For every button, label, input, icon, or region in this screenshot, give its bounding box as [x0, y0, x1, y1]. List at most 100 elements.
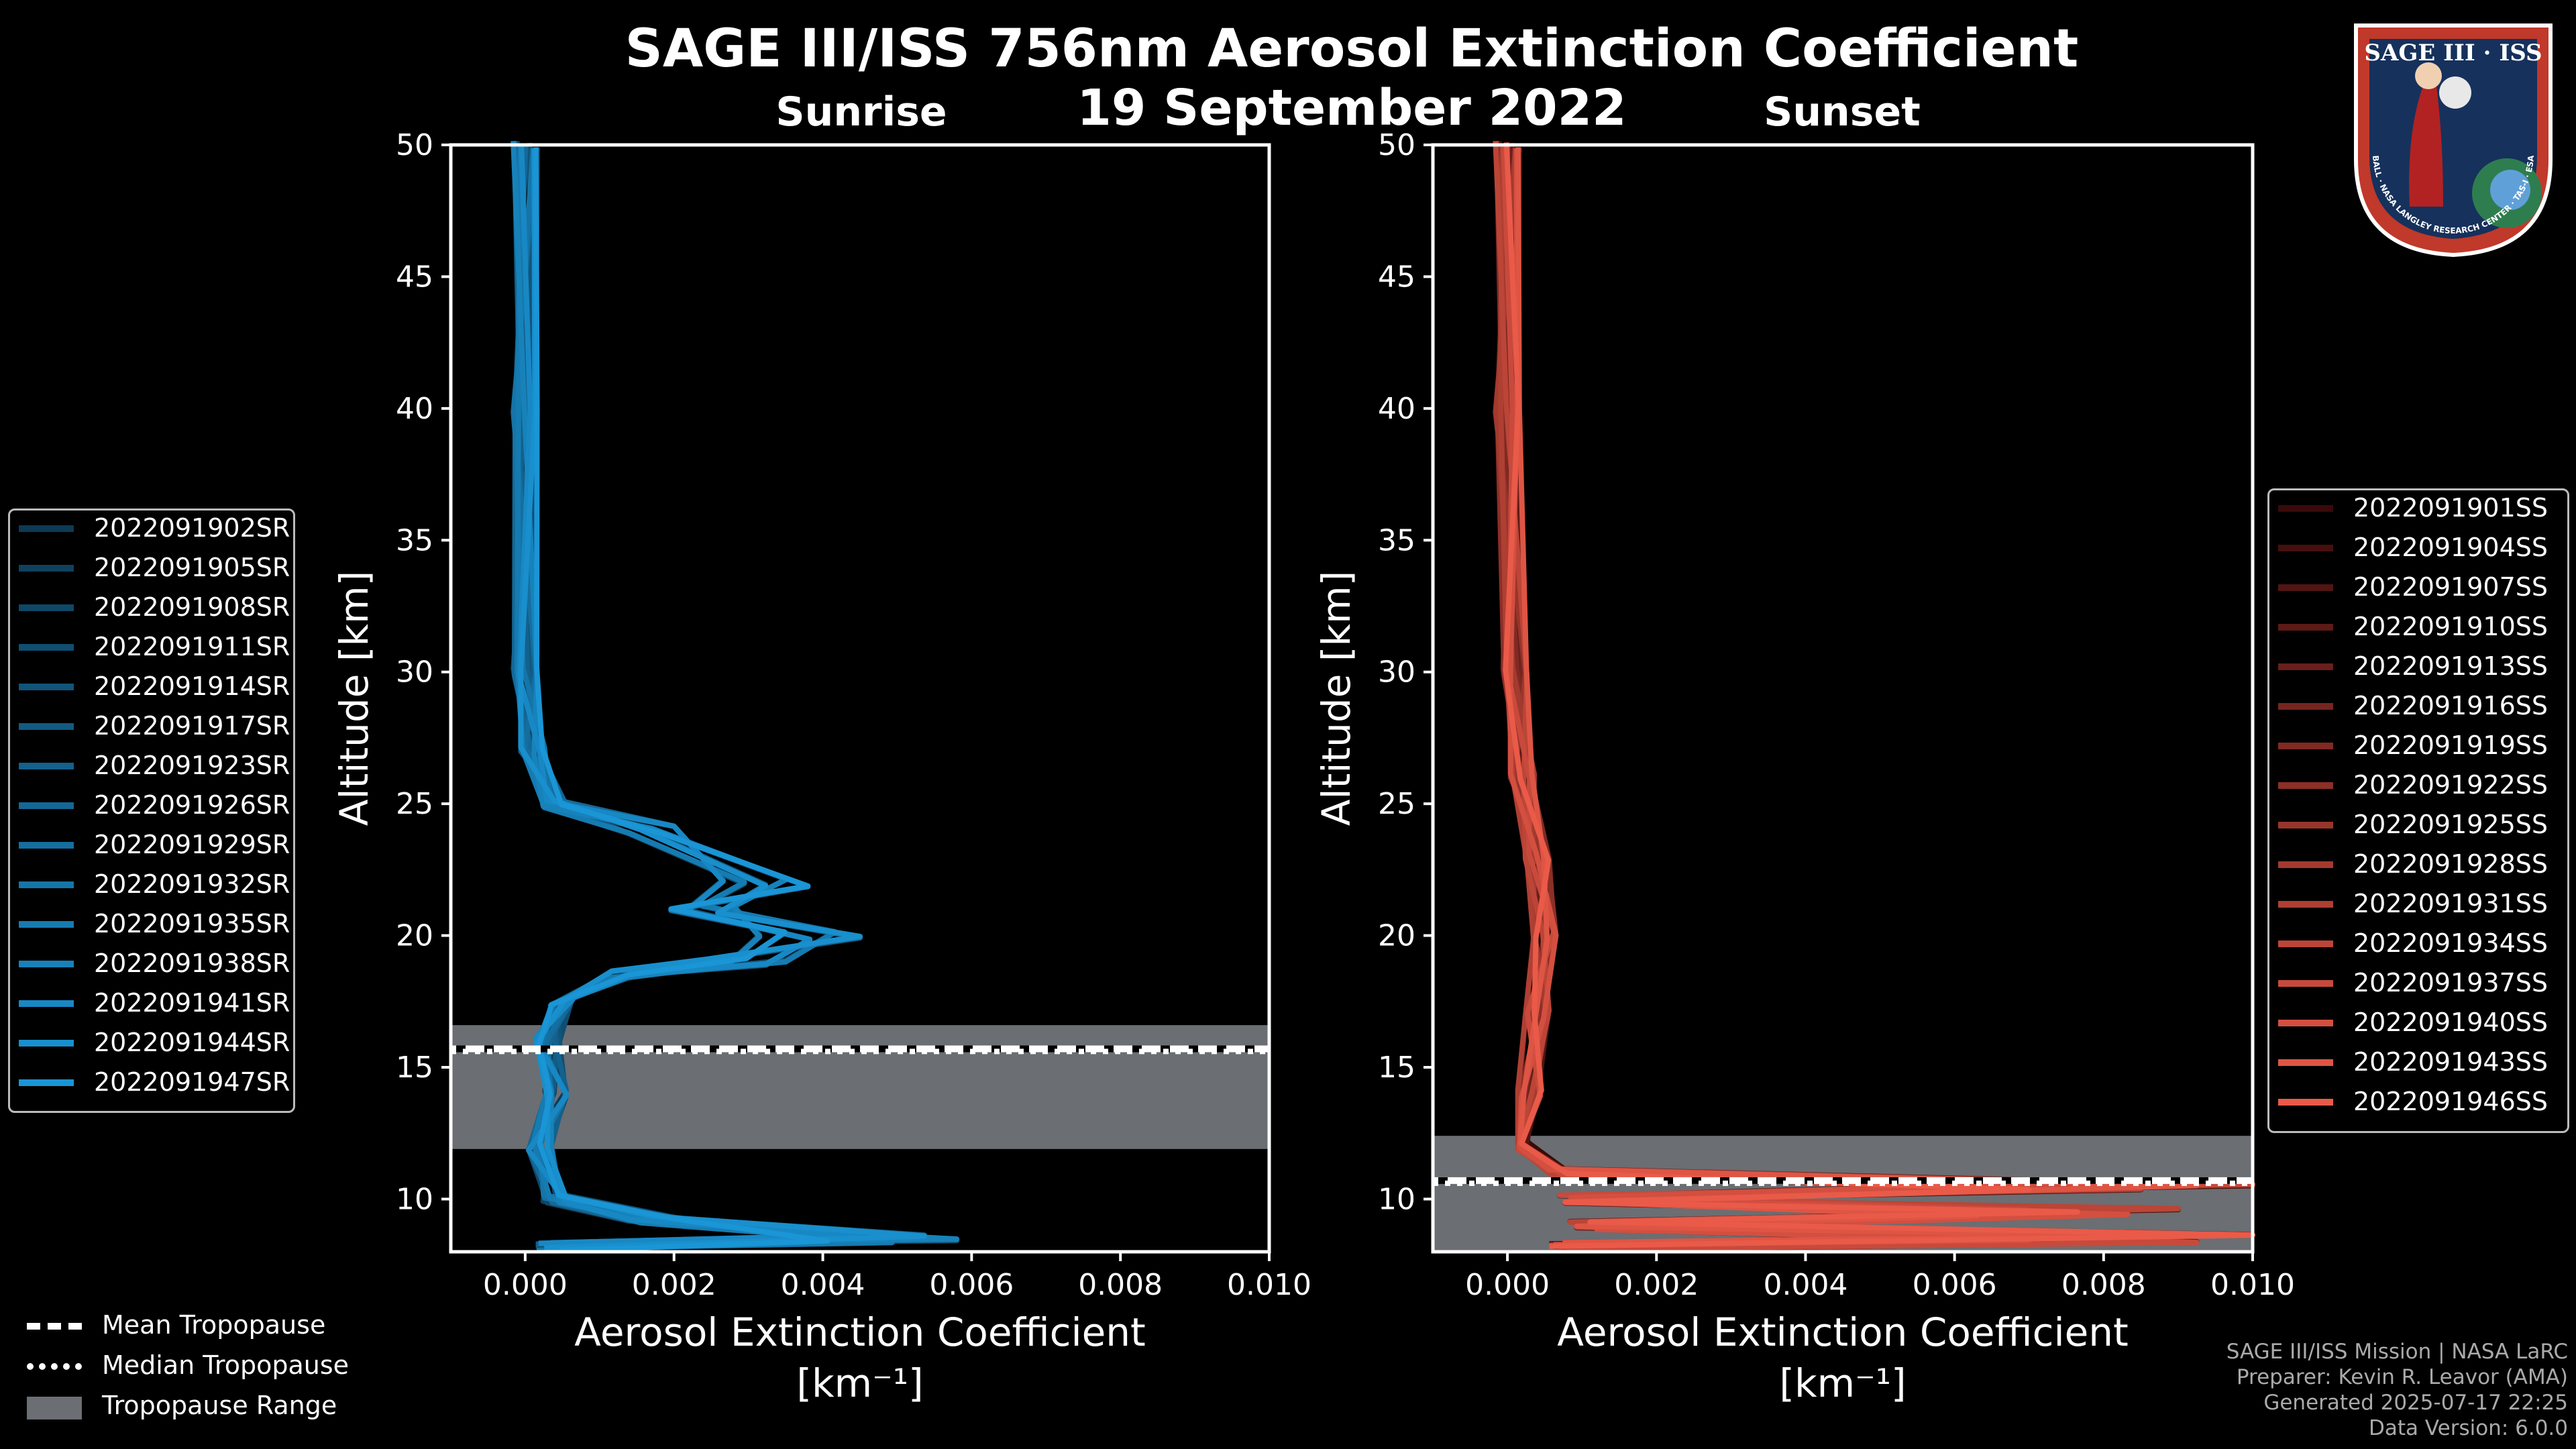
sunrise-ytick-label: 30 [396, 655, 433, 690]
sunrise-ytick-label: 40 [396, 392, 433, 426]
sunrise-legend-label: 2022091932SR [94, 869, 290, 899]
median-tropopause-label: Median Tropopause [102, 1350, 349, 1380]
sunrise-series-2022091947SR [533, 147, 830, 1254]
sunset-legend-swatch [2278, 822, 2333, 828]
sage-iii-iss-logo: SAGE III · ISS BALL · NASA LANGLEY RESEA… [2354, 23, 2553, 258]
sunset-legend-swatch [2278, 545, 2333, 551]
sunset-legend-swatch [2278, 861, 2333, 868]
sunrise-legend-swatch [19, 604, 74, 611]
sunrise-subtitle: Sunrise [775, 89, 947, 136]
sunset-legend-label: 2022091928SS [2353, 849, 2548, 879]
sunset-legend-label: 2022091937SS [2353, 968, 2548, 998]
sunset-legend-swatch [2278, 901, 2333, 908]
sunset-legend-label: 2022091901SS [2353, 493, 2548, 523]
sunset-series-2022091925SS [1493, 148, 2131, 1248]
sunrise-legend-swatch [19, 1000, 74, 1007]
sunset-legend-label: 2022091940SS [2353, 1008, 2548, 1037]
sunrise-legend-swatch [19, 1079, 74, 1086]
sunrise-legend-swatch [19, 802, 74, 809]
sunset-series-2022091931SS [1498, 143, 2255, 1248]
sunrise-ytick-label: 50 [396, 128, 433, 162]
footer-line-generated: Generated 2025-07-17 22:25 [2263, 1391, 2568, 1415]
sunset-xlabel: Aerosol Extinction Coefficient [1557, 1309, 2129, 1355]
sunset-xtick-label: 0.004 [1763, 1268, 1847, 1302]
sunrise-legend-swatch [19, 525, 74, 532]
sunset-series-2022091937SS [1501, 144, 2255, 1252]
sunset-legend-label: 2022091913SS [2353, 651, 2548, 681]
sunrise-ytick-label: 35 [396, 523, 433, 557]
sunset-ytick-label: 50 [1378, 128, 1415, 162]
sunrise-tropopause-range [451, 1025, 1269, 1149]
sunset-ytick-label: 30 [1378, 655, 1415, 690]
sunset-ytick-label: 35 [1378, 523, 1415, 557]
sunset-ytick-label: 10 [1378, 1182, 1415, 1216]
sunrise-legend-swatch [19, 684, 74, 690]
sunset-legend-label: 2022091910SS [2353, 612, 2548, 641]
sunset-legend-swatch [2278, 1059, 2333, 1066]
sunrise-legend-label: 2022091902SR [94, 513, 290, 543]
mean-tropopause-swatch [27, 1323, 82, 1330]
sunrise-legend-swatch [19, 842, 74, 849]
sunset-legend-swatch [2278, 1020, 2333, 1026]
sunset-legend-swatch [2278, 505, 2333, 512]
sunrise-ylabel: Altitude [km] [331, 571, 377, 826]
sunrise-legend-label: 2022091905SR [94, 553, 290, 582]
tropopause-range-label: Tropopause Range [102, 1391, 337, 1420]
sunset-legend-label: 2022091943SS [2353, 1047, 2548, 1077]
sunset-series-2022091934SS [1493, 141, 2181, 1253]
sunrise-ytick-label: 20 [396, 919, 433, 953]
sunrise-ytick-label: 15 [396, 1051, 433, 1085]
sunset-legend-label: 2022091904SS [2353, 533, 2548, 562]
footer-line-preparer: Preparer: Kevin R. Leavor (AMA) [2236, 1365, 2568, 1389]
sunrise-legend-swatch [19, 763, 74, 769]
sunrise-legend-swatch [19, 881, 74, 888]
sunrise-legend-label: 2022091938SR [94, 949, 290, 978]
sunset-legend-swatch [2278, 980, 2333, 987]
sunset-xtick-label: 0.002 [1614, 1268, 1699, 1302]
sunrise-legend-swatch [19, 644, 74, 651]
sunset-series-2022091913SS [1500, 148, 2200, 1246]
sunrise-xtick-label: 0.006 [929, 1268, 1014, 1302]
sunset-series-2022091928SS [1494, 148, 2200, 1246]
sunset-xlabel-unit: [km⁻¹] [1779, 1360, 1906, 1406]
tropopause-range-swatch [27, 1397, 82, 1419]
sunrise-legend-label: 2022091926SR [94, 790, 290, 820]
sunset-ytick-label: 25 [1378, 787, 1415, 821]
sunrise-xtick-label: 0.004 [781, 1268, 865, 1302]
sunset-xtick-label: 0.000 [1465, 1268, 1550, 1302]
sunrise-legend-label: 2022091914SR [94, 672, 290, 701]
sunset-legend-swatch [2278, 941, 2333, 947]
sunrise-legend-swatch [19, 565, 74, 572]
sunrise-legend-swatch [19, 921, 74, 928]
sunrise-xtick-label: 0.000 [483, 1268, 568, 1302]
sunrise-legend-swatch [19, 961, 74, 967]
sunset-legend-label: 2022091931SS [2353, 889, 2548, 918]
sunrise-xlabel: Aerosol Extinction Coefficient [574, 1309, 1146, 1355]
sunset-ylabel: Altitude [km] [1313, 571, 1359, 826]
sunrise-ytick-label: 25 [396, 787, 433, 821]
sunset-series-2022091901SS [1493, 144, 2255, 1247]
sunset-series-2022091904SS [1496, 141, 2181, 1252]
logo-title: SAGE III · ISS [2364, 40, 2542, 66]
sunset-legend-swatch [2278, 743, 2333, 749]
sunset-series-2022091940SS [1507, 148, 2131, 1248]
sunrise-xtick-label: 0.010 [1227, 1268, 1311, 1302]
sunrise-legend-label: 2022091935SR [94, 909, 290, 938]
sunrise-xtick-label: 0.008 [1078, 1268, 1163, 1302]
sunset-series-2022091943SS [1515, 147, 2200, 1246]
sunset-legend-swatch [2278, 782, 2333, 789]
sunrise-axes-frame [449, 143, 1271, 1254]
sunrise-legend-label: 2022091917SR [94, 711, 290, 741]
chart-title: SAGE III/ISS 756nm Aerosol Extinction Co… [625, 19, 2079, 79]
footer-line-version: Data Version: 6.0.0 [2368, 1416, 2568, 1440]
sunrise-legend-label: 2022091911SR [94, 632, 290, 661]
sunrise-legend-label: 2022091947SR [94, 1067, 290, 1097]
sunset-legend-label: 2022091916SS [2353, 691, 2548, 720]
sunset-subtitle: Sunset [1764, 89, 1921, 136]
median-tropopause-swatch [27, 1363, 82, 1370]
sunrise-legend-swatch [19, 723, 74, 730]
sunset-xtick-label: 0.010 [2210, 1268, 2295, 1302]
footer-credits: SAGE III/ISS Mission | NASA LaRC Prepare… [2226, 1339, 2568, 1441]
sunset-legend-swatch [2278, 584, 2333, 591]
